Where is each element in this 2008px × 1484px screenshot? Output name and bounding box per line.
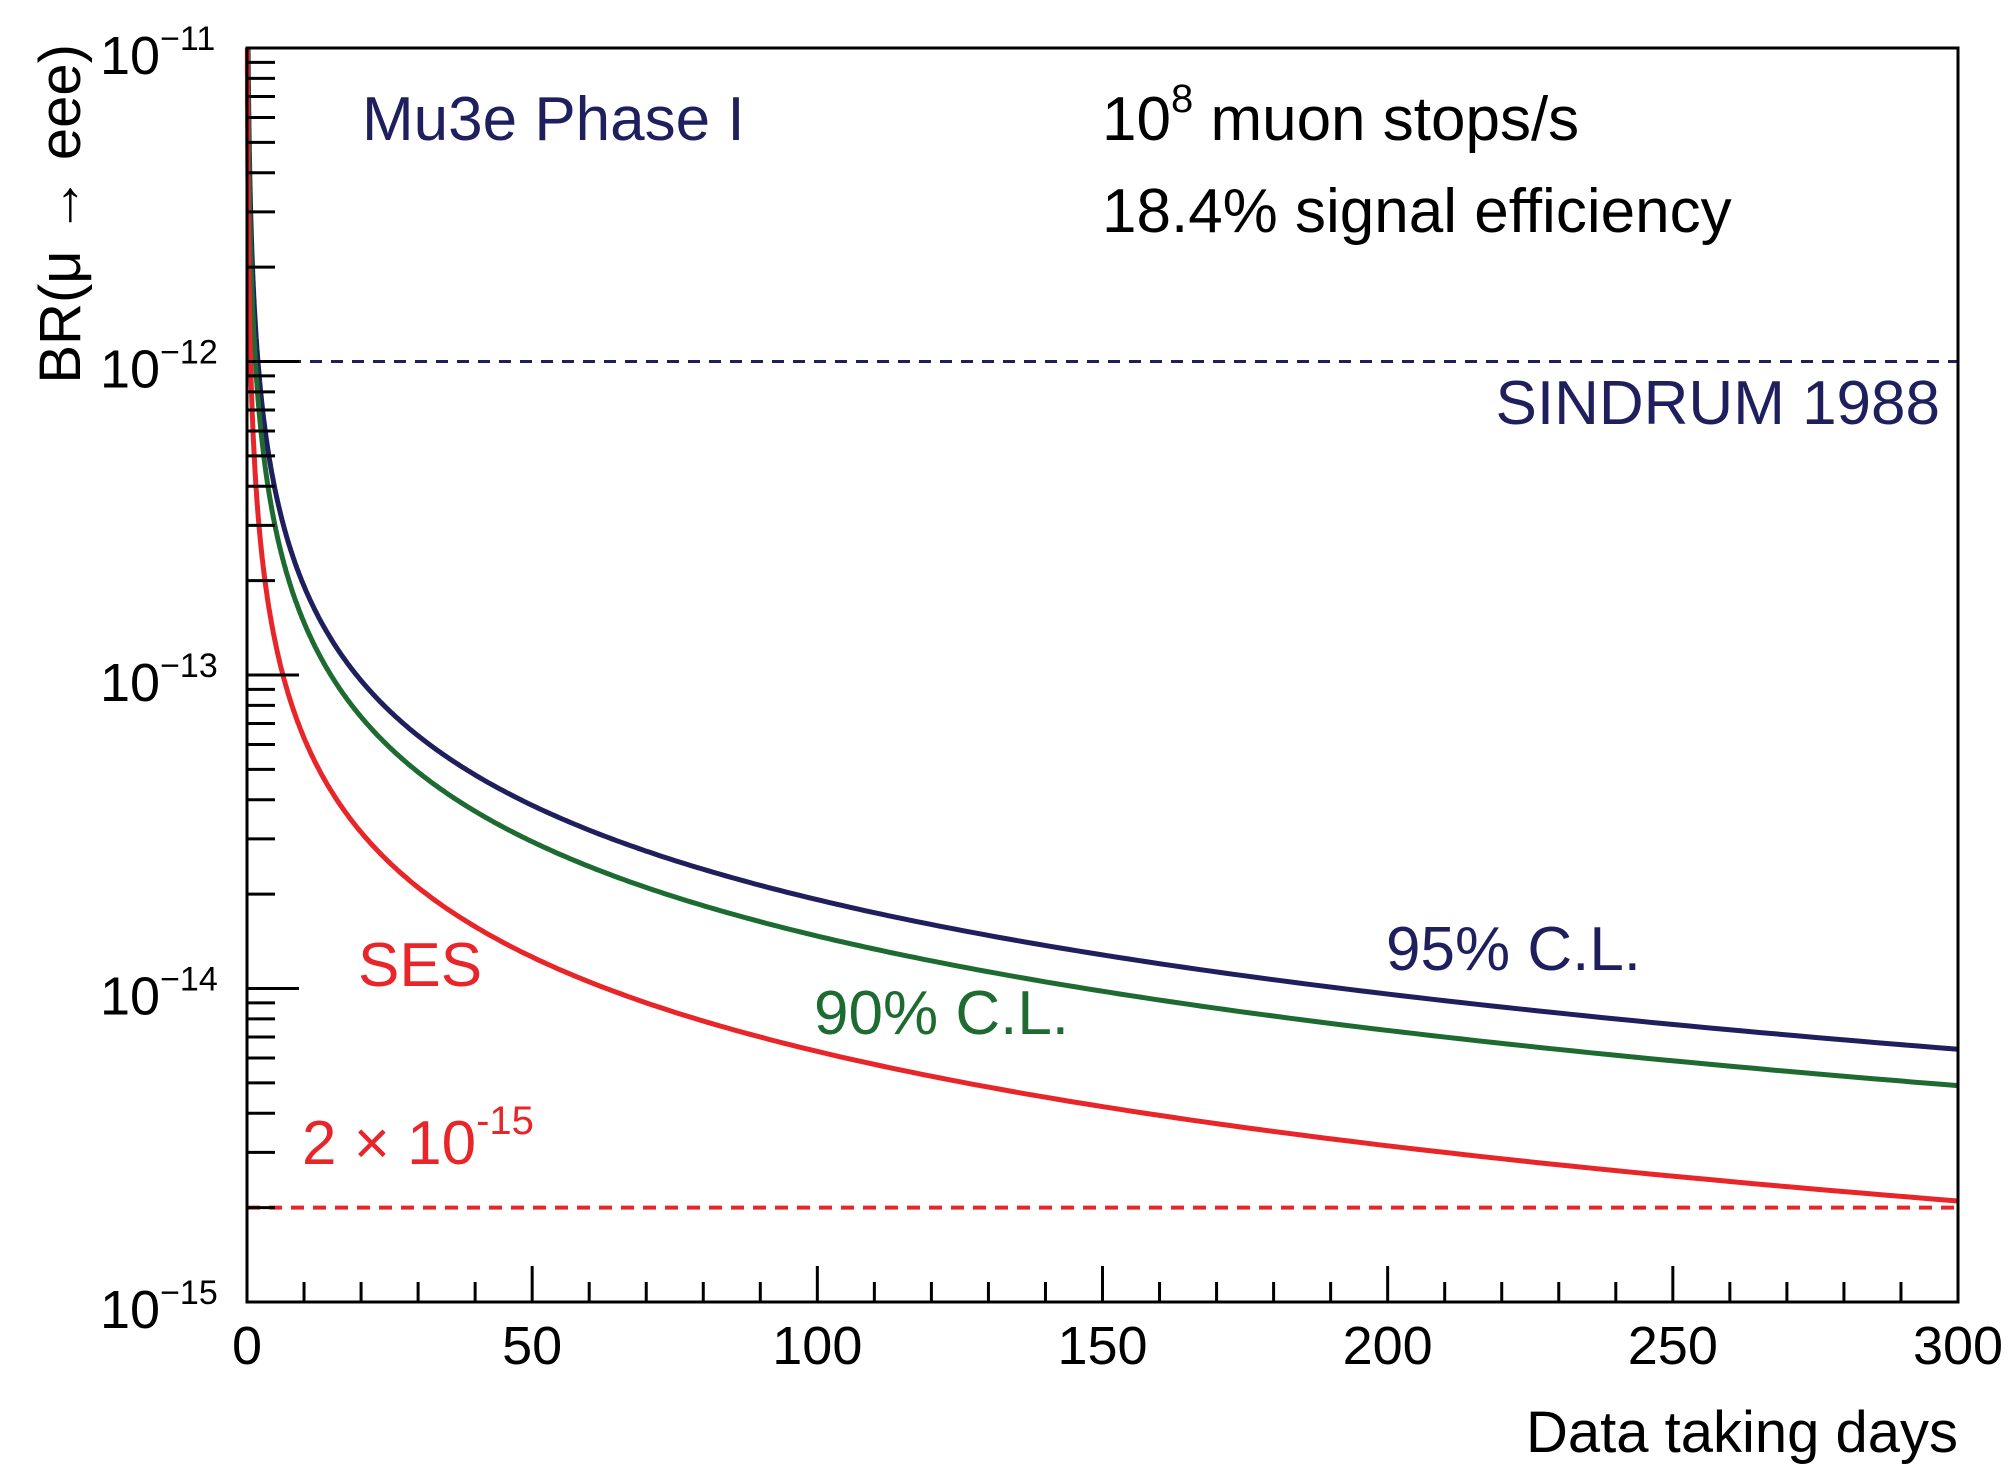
ses-label: SES bbox=[358, 931, 482, 1000]
x-tick-label: 250 bbox=[1628, 1316, 1718, 1376]
y-tick-label: 10−12 bbox=[100, 334, 218, 400]
y-tick-exponent: −15 bbox=[160, 1274, 218, 1312]
y-tick-exponent: −13 bbox=[160, 647, 218, 685]
reference-lines bbox=[247, 360, 1958, 1210]
ses-limit-base: 2 × 10 bbox=[302, 1109, 476, 1178]
x-tick-label: 200 bbox=[1343, 1316, 1433, 1376]
rate-label: 108 muon stops/s bbox=[1102, 77, 1579, 154]
y-tick-base: 10 bbox=[100, 1280, 160, 1340]
tick-labels: 0 50 100 150 200 250 30010−1510−1410−1310−1210… bbox=[100, 20, 2003, 1376]
y-tick-exponent: −11 bbox=[160, 20, 215, 58]
y-tick-exponent: −14 bbox=[160, 961, 218, 999]
y-tick-base: 10 bbox=[100, 967, 160, 1027]
y-tick-label: 10−15 bbox=[100, 1274, 218, 1340]
y-tick-label: 10−13 bbox=[100, 647, 218, 713]
experiment-label: Mu3e Phase I bbox=[362, 85, 745, 154]
ul90-label: 90% C.L. bbox=[814, 979, 1069, 1048]
y-tick-base: 10 bbox=[100, 653, 160, 713]
axis-ticks bbox=[245, 46, 1960, 1304]
x-tick-label: 0 bbox=[232, 1316, 262, 1376]
rate-base: 10 bbox=[1102, 85, 1171, 154]
x-tick-label: 100 bbox=[772, 1316, 862, 1376]
efficiency-label: 18.4% signal efficiency bbox=[1102, 177, 1732, 246]
y-axis-title: BR(μ → eee) bbox=[28, 44, 93, 384]
y-tick-base: 10 bbox=[100, 26, 160, 86]
x-axis-title: Data taking days bbox=[1526, 1400, 1958, 1465]
x-tick-label: 150 bbox=[1057, 1316, 1147, 1376]
x-tick-label: 300 bbox=[1913, 1316, 2003, 1376]
sindrum-label: SINDRUM 1988 bbox=[1496, 369, 1940, 438]
ul95-label: 95% C.L. bbox=[1386, 915, 1641, 984]
rate-rest: muon stops/s bbox=[1193, 85, 1579, 154]
ses-limit-label: 2 × 10-15 bbox=[302, 1099, 534, 1178]
rate-exponent: 8 bbox=[1171, 77, 1193, 121]
y-tick-base: 10 bbox=[100, 340, 160, 400]
ses-limit-exponent: -15 bbox=[476, 1099, 534, 1143]
y-tick-label: 10−14 bbox=[100, 961, 218, 1027]
x-tick-label: 50 bbox=[502, 1316, 562, 1376]
y-tick-exponent: −12 bbox=[160, 334, 218, 372]
y-tick-label: 10−11 bbox=[100, 20, 215, 86]
